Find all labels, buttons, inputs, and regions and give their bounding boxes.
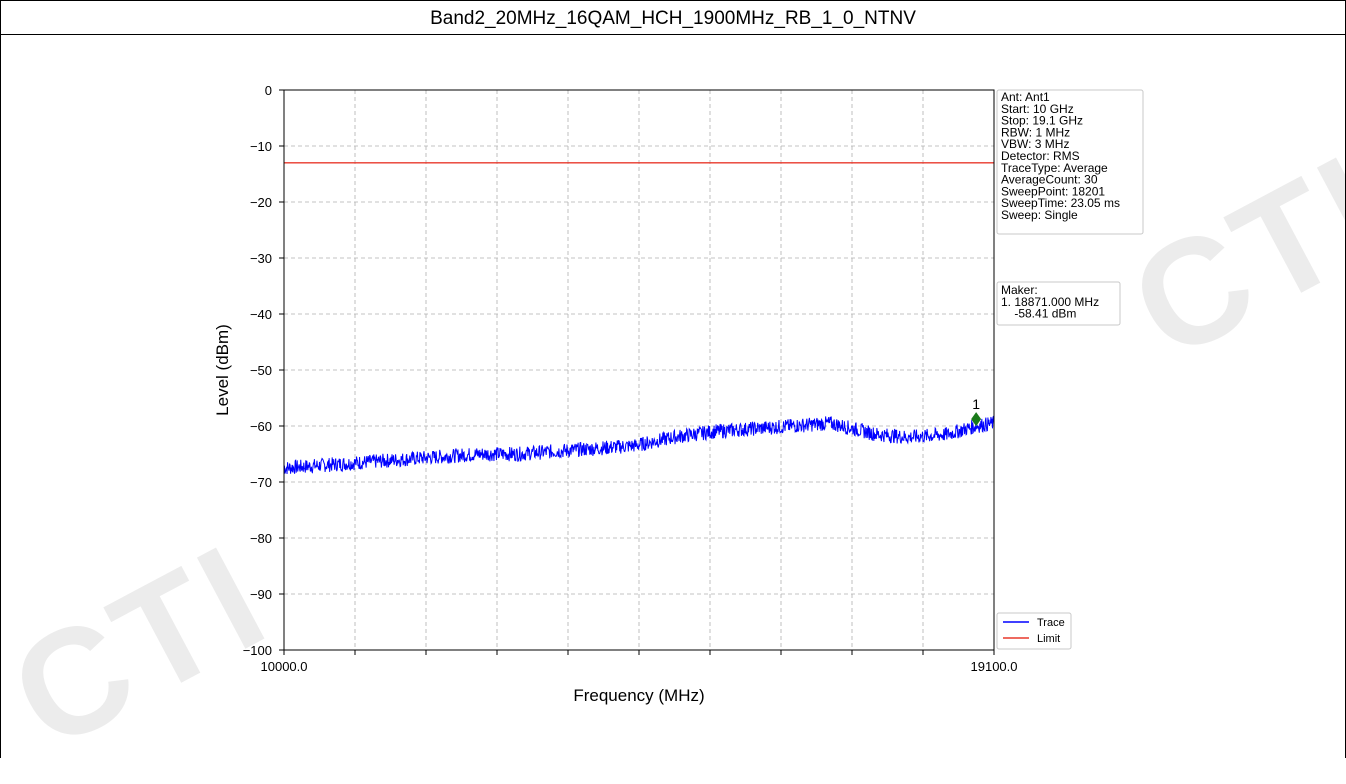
info-line: SweepTime: 23.05 ms	[1001, 196, 1120, 210]
info-line: SweepPoint: 18201	[1001, 184, 1105, 198]
x-tick-label: 10000.0	[261, 659, 308, 674]
y-tick-label: −90	[250, 587, 272, 602]
info-line: RBW: 1 MHz	[1001, 125, 1070, 139]
y-tick-label: −10	[250, 139, 272, 154]
plot-frame	[283, 89, 995, 651]
marker-label: 1	[972, 396, 980, 412]
legend-limit-label: Limit	[1037, 633, 1060, 645]
info-box-frame	[996, 89, 1144, 235]
info-line: Stop: 19.1 GHz	[1001, 114, 1083, 128]
title-row	[0, 0, 1346, 35]
marker-box-line: -58.41 dBm	[1001, 307, 1076, 321]
info-line: TraceType: Average	[1001, 161, 1108, 175]
info-line: VBW: 3 MHz	[1001, 137, 1069, 151]
grid-layer	[284, 90, 994, 650]
info-line: Start: 10 GHz	[1001, 102, 1074, 116]
trace-layer	[283, 415, 995, 474]
info-line: Detector: RMS	[1001, 149, 1080, 163]
legend-trace-label: Trace	[1037, 617, 1065, 629]
legend: Trace Limit	[996, 612, 1072, 650]
x-axis-label: Frequency (MHz)	[573, 686, 704, 705]
y-tick-label: −40	[250, 307, 272, 322]
y-tick-label: 0	[265, 83, 272, 98]
info-line: AverageCount: 30	[1001, 173, 1098, 187]
info-line: Sweep: Single	[1001, 208, 1078, 222]
marker-box-frame	[996, 281, 1121, 326]
marker-layer: 1	[971, 396, 982, 427]
y-tick-label: −70	[250, 475, 272, 490]
x-tick-label: 19100.0	[971, 659, 1018, 674]
frame-top-border	[0, 0, 1346, 1]
y-tick-label: −20	[250, 195, 272, 210]
y-axis-label: Level (dBm)	[213, 324, 232, 416]
y-tick-label: −80	[250, 531, 272, 546]
trace-line	[283, 415, 995, 474]
marker-box-line: Maker:	[1001, 283, 1038, 297]
y-tick-label: −30	[250, 251, 272, 266]
marker-diamond	[971, 412, 982, 427]
y-tick-label: −60	[250, 419, 272, 434]
frame-left-border	[0, 0, 1, 758]
marker-box-line: 1. 18871.000 MHz	[1001, 295, 1099, 309]
info-line: Ant: Ant1	[1001, 90, 1050, 104]
y-tick-label: −50	[250, 363, 272, 378]
page-title: Band2_20MHz_16QAM_HCH_1900MHz_RB_1_0_NTN…	[430, 8, 916, 29]
marker-box-lines: Maker:1. 18871.000 MHz -58.41 dBm	[1001, 283, 1099, 321]
y-tick-label: −100	[243, 643, 272, 658]
marker-box: Maker:1. 18871.000 MHz -58.41 dBm	[996, 281, 1121, 326]
